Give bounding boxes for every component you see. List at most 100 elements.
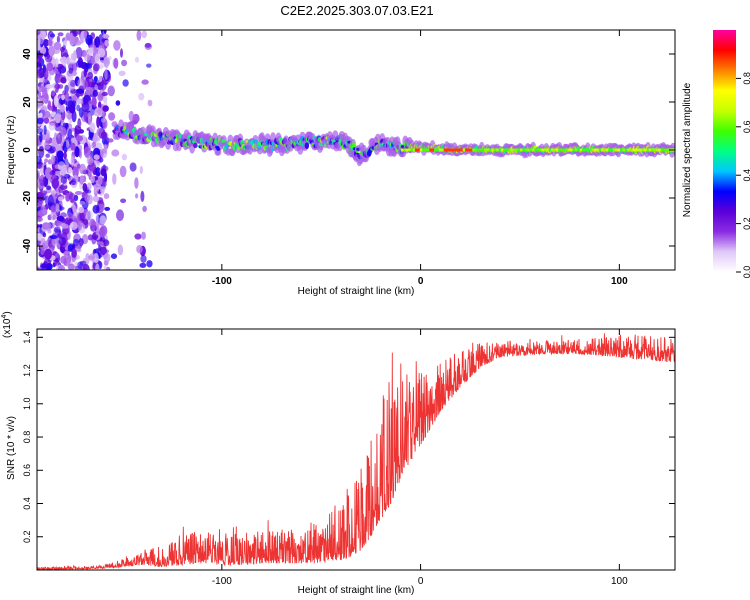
spectrogram-cell <box>68 57 76 65</box>
y-tick-label: 0.4 <box>22 497 32 510</box>
spectrogram-cell <box>55 252 59 259</box>
spectrogram-cell <box>253 139 258 143</box>
y-tick-label: 1.2 <box>22 364 32 377</box>
spectrogram-cell <box>56 35 61 44</box>
colorbar-tick-label: 0.4 <box>742 169 750 182</box>
spectrogram-cell <box>99 226 105 238</box>
spectrogram-cell <box>120 48 123 58</box>
colorbar-label: Normalized spectral amplitude <box>682 82 693 217</box>
spectrogram-cell <box>40 238 46 243</box>
spectrogram-cell <box>655 148 659 152</box>
spectrogram-cell <box>474 148 478 152</box>
spectrogram-cell <box>419 148 423 152</box>
spectrogram-cell <box>58 236 67 246</box>
spectrogram-cell <box>484 148 488 152</box>
spectrogram-cell <box>129 162 137 172</box>
spectrogram-cell <box>613 148 616 152</box>
spectrogram-cell <box>52 262 56 268</box>
spectrogram-cell <box>102 131 108 140</box>
spectrogram-cell <box>69 221 78 231</box>
spectrogram-cell <box>42 87 48 100</box>
spectrogram-cell <box>100 79 107 91</box>
snr-line <box>37 333 675 570</box>
y-tick-label: 1.4 <box>22 331 32 344</box>
spectrogram-cell <box>644 148 647 152</box>
spectrogram-cell <box>469 148 473 152</box>
spectrogram-cell <box>565 148 569 152</box>
colorbar-gradient <box>713 30 736 272</box>
spectrogram-cell <box>67 114 72 120</box>
spectrogram-cell <box>639 148 643 152</box>
spectrogram-cell <box>94 53 100 65</box>
spectrogram-cell <box>543 148 547 152</box>
spectrogram-cell <box>44 167 53 179</box>
spectrogram-cell <box>118 70 126 77</box>
spectrogram-cell <box>555 148 559 152</box>
spectrogram-cell <box>598 148 602 152</box>
spectrogram-cell <box>98 204 105 212</box>
spectrogram-cell <box>438 148 442 152</box>
spectrogram-cell <box>617 148 621 152</box>
spectrogram-cell <box>61 223 69 229</box>
snr-plot-area <box>37 333 675 570</box>
spectrogram-cell <box>77 120 82 127</box>
spectrogram-cell <box>641 148 645 152</box>
spectrogram-cell <box>61 227 70 235</box>
spectrogram-cell <box>103 30 107 34</box>
spectrogram-cell <box>453 148 457 152</box>
spectrogram-cell <box>582 148 585 152</box>
spectrogram-cell <box>92 204 100 214</box>
spectrogram-cell <box>624 148 628 152</box>
spectrogram-cell <box>134 56 140 63</box>
spectrogram-cell <box>415 148 418 152</box>
spectrogram-cell <box>134 177 139 189</box>
spectrogram-cell <box>93 76 98 83</box>
spectrogram-cell <box>99 64 104 70</box>
spectrogram-cell <box>579 148 583 152</box>
snr-panel: -100 0 100 0.2 0.4 0.6 0.8 1.0 1.2 1.4 Height of… <box>1 311 676 596</box>
spectrogram-cell <box>122 79 129 87</box>
spectrogram-cell <box>660 148 664 152</box>
spectrogram-cell <box>37 267 41 270</box>
spectrogram-cell <box>567 148 571 152</box>
spectrogram-cell <box>149 125 156 134</box>
spectrogram-cell <box>663 148 667 152</box>
spectrogram-cell <box>57 32 64 37</box>
spectrogram-cell <box>489 148 492 152</box>
spectrogram-cell <box>40 246 45 256</box>
spectrogram-cell <box>56 150 64 160</box>
spectrogram-cell <box>75 60 83 68</box>
spectrogram-cell <box>577 148 581 152</box>
spectrogram-cell <box>138 92 145 101</box>
spectrogram-cell <box>636 148 640 152</box>
snr-multiplier: (x104) <box>1 311 13 338</box>
spectrogram-cell <box>503 148 507 152</box>
spectrogram-cell <box>71 248 77 258</box>
spectrogram-cell <box>112 173 117 185</box>
y-tick-label: -20 <box>22 190 33 205</box>
spectrogram-cell <box>66 139 69 149</box>
spectrogram-cell <box>615 148 619 152</box>
spectrogram-cell <box>61 94 65 101</box>
colorbar-tick-label: 0.6 <box>742 121 750 134</box>
spectrogram-cell <box>49 235 58 240</box>
spectrogram-cell <box>72 204 76 213</box>
spectrogram-cell <box>141 231 146 240</box>
spectrogram-cell <box>44 248 52 260</box>
spectrogram-cell <box>520 148 523 152</box>
spectrogram-cell <box>53 226 61 233</box>
spectrogram-cell <box>135 193 139 199</box>
spectrogram-cell <box>505 148 509 152</box>
spectrogram-cell <box>107 85 115 97</box>
spectrogram-cell <box>141 30 147 39</box>
spectrogram-cell <box>57 196 64 202</box>
spectrogram-cell <box>100 117 106 123</box>
spectrogram-cell <box>400 148 404 152</box>
spectrogram-cell <box>465 148 469 152</box>
spectrogram-cell <box>74 191 83 195</box>
spectrogram-cell <box>54 113 61 124</box>
spectrogram-cell <box>100 168 107 177</box>
snr-y-ticks: 0.2 0.4 0.6 0.8 1.0 1.2 1.4 <box>22 331 675 543</box>
spectrogram-cell <box>62 45 66 50</box>
spectrogram-cell <box>39 46 47 55</box>
